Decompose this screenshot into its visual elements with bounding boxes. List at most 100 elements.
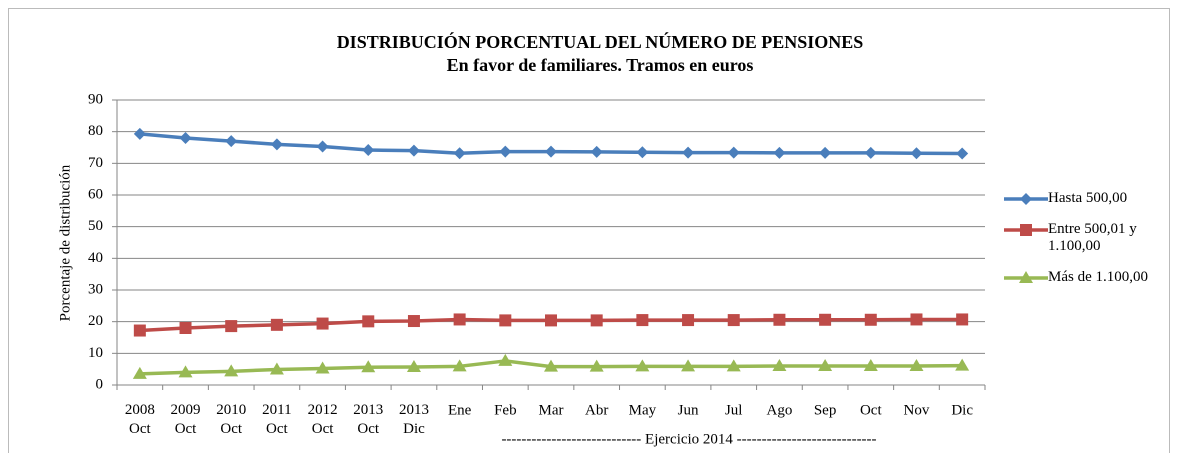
x-tick-label: Feb [494, 402, 517, 418]
marker [452, 359, 467, 372]
marker [179, 132, 192, 144]
marker [316, 317, 329, 330]
marker [270, 138, 283, 151]
marker [819, 313, 832, 326]
marker [955, 358, 970, 371]
y-tick-label: 50 [88, 218, 103, 234]
chart-title: DISTRIBUCIÓN PORCENTUAL DEL NÚMERO DE PE… [337, 31, 864, 52]
marker [499, 145, 512, 158]
marker [498, 353, 513, 366]
x-tick-label: 2013 Dic [399, 402, 429, 437]
y-tick-label: 80 [88, 123, 103, 139]
marker [270, 318, 283, 331]
marker [362, 144, 375, 157]
marker [590, 314, 603, 327]
marker [406, 359, 421, 372]
marker [590, 145, 603, 158]
x-tick-label: Jul [725, 402, 743, 418]
marker [681, 359, 696, 372]
marker [225, 320, 238, 333]
marker [589, 359, 604, 372]
x-tick-label: 2011 Oct [262, 402, 291, 437]
y-tick-label: 30 [88, 281, 103, 297]
x-tick-label: Abr [585, 402, 608, 418]
y-tick-label: 20 [88, 313, 103, 329]
marker [726, 359, 741, 372]
marker [636, 314, 649, 327]
x-tick-label: May [629, 402, 657, 418]
x-tick-label: 2009 Oct [171, 402, 201, 437]
marker [956, 147, 969, 160]
marker [499, 314, 512, 327]
marker [910, 147, 923, 160]
marker [316, 140, 329, 153]
x-tick-label: Nov [904, 402, 930, 418]
marker [545, 145, 557, 158]
marker [179, 322, 192, 334]
x-tick-label: Ene [448, 402, 472, 418]
marker [545, 314, 557, 327]
legend-label: Hasta 500,00 [1048, 190, 1128, 206]
legend-item: Hasta 500,00 [1004, 190, 1164, 207]
marker [636, 146, 649, 159]
legend-item: Más de 1.100,00 [1004, 269, 1164, 286]
marker [863, 359, 878, 371]
marker [132, 366, 147, 379]
legend-label: Entre 500,01 y 1.100,00 [1048, 221, 1137, 254]
marker [453, 313, 466, 326]
x-tick-label: 2008 Oct [125, 402, 155, 437]
marker [773, 146, 786, 159]
x-tick-label: 2013 Oct [353, 402, 383, 437]
x-tick-label: Mar [539, 402, 564, 418]
y-tick-label: 0 [96, 376, 104, 392]
marker [269, 362, 284, 375]
marker [864, 313, 877, 326]
marker [773, 313, 786, 326]
legend-swatch [1004, 224, 1048, 236]
y-tick-label: 90 [88, 91, 103, 107]
marker [315, 361, 330, 374]
x-tick-label: Ago [766, 402, 792, 418]
x-tick-label: 2012 Oct [308, 402, 338, 437]
marker [909, 359, 924, 371]
marker [224, 364, 239, 377]
marker [635, 359, 650, 372]
marker [864, 146, 877, 159]
legend: Hasta 500,00 Entre 500,01 y 1.100,00 Más d… [1004, 190, 1164, 300]
marker [362, 315, 375, 328]
y-tick-label: 40 [88, 250, 103, 266]
x-tick-label: Dic [951, 402, 973, 418]
marker [178, 365, 193, 378]
marker [682, 314, 695, 327]
marker [956, 313, 969, 326]
x-tick-label: Oct [860, 402, 882, 418]
marker [772, 359, 787, 371]
marker [819, 146, 832, 159]
x-tick-label: 2010 Oct [216, 402, 246, 437]
legend-item: Entre 500,01 y 1.100,00 [1004, 221, 1164, 255]
legend-swatch [1004, 271, 1048, 283]
y-tick-label: 10 [88, 345, 103, 361]
x-tick-label: Jun [678, 402, 699, 418]
chart-frame [8, 8, 1170, 453]
y-axis-label: Porcentaje de distribución [57, 164, 73, 321]
marker [1020, 193, 1032, 205]
chart-subtitle: En favor de familiares. Tramos en euros [447, 55, 754, 75]
legend-swatch [1004, 193, 1048, 205]
marker [133, 127, 146, 140]
marker [1019, 271, 1033, 283]
x-tick-label: Sep [814, 402, 837, 418]
marker [225, 135, 238, 148]
annotation: ---------------------------- Ejercicio 2… [501, 431, 876, 447]
y-tick-label: 60 [88, 186, 103, 202]
marker [407, 315, 420, 328]
marker [133, 324, 146, 337]
marker [361, 360, 376, 373]
marker [1020, 224, 1032, 236]
marker [910, 313, 923, 326]
marker [453, 147, 466, 160]
legend-label: Más de 1.100,00 [1048, 269, 1148, 285]
y-tick-label: 70 [88, 155, 103, 171]
